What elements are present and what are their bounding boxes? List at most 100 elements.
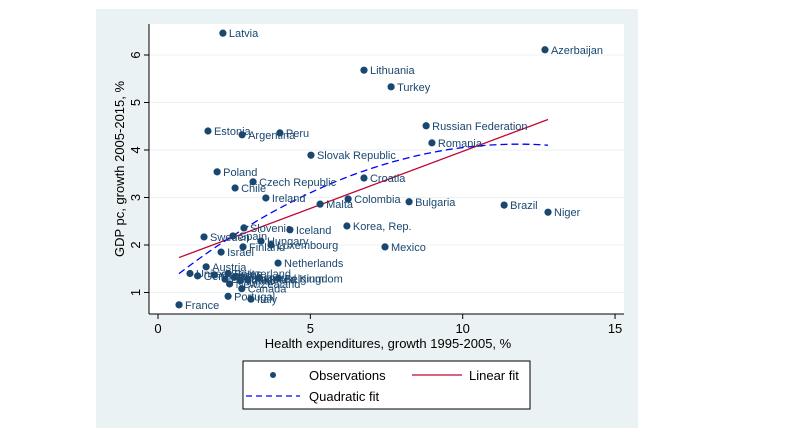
point-marker (257, 237, 265, 245)
point-label: Netherlands (284, 258, 344, 270)
point-label: United Kingdom (265, 273, 343, 285)
point-marker (236, 277, 244, 285)
point-label: Ireland (272, 193, 306, 205)
data-point: Finland (239, 242, 285, 254)
data-point: Russian Federation (422, 121, 528, 133)
data-point: Argentina (238, 130, 296, 142)
point-label: Iceland (296, 225, 331, 237)
point-label: Niger (554, 207, 581, 219)
point-label: Czech Republic (259, 177, 337, 189)
data-point: France (175, 300, 219, 312)
point-marker (500, 201, 508, 209)
point-marker (316, 200, 324, 208)
point-marker (307, 151, 315, 159)
y-tick-label: 6 (128, 51, 143, 58)
point-marker (428, 139, 436, 147)
data-point: Portugal (224, 291, 275, 303)
point-label: Lithuania (370, 65, 416, 77)
axes (148, 24, 624, 315)
point-label: Romania (438, 138, 483, 150)
point-marker (224, 269, 232, 278)
y-axis-title: GDP pc, growth 2005-2015, % (112, 81, 127, 258)
point-label: Italy (257, 294, 278, 306)
legend-label-linear: Linear fit (469, 368, 519, 383)
point-label: Finland (249, 242, 285, 254)
point-label: Bulgaria (415, 197, 456, 209)
point-marker (240, 224, 248, 232)
legend: Observations Linear fit Quadratic fit (242, 360, 531, 410)
point-marker (202, 263, 210, 271)
point-label: Luxembourg (277, 240, 338, 252)
y-tick-label: 2 (128, 241, 143, 248)
point-marker (286, 226, 294, 234)
data-point: Canada (238, 284, 287, 296)
data-point: United Kingdom (254, 273, 343, 285)
point-marker (224, 292, 232, 300)
point-marker (200, 233, 208, 241)
data-point: Iceland (286, 225, 331, 237)
point-label: Austria (212, 262, 247, 274)
point-marker (204, 127, 212, 135)
point-marker (262, 194, 270, 202)
x-tick-label: 5 (307, 321, 314, 336)
data-point: Croatia (360, 173, 406, 185)
point-label: Azerbaijan (551, 45, 603, 57)
point-marker (244, 276, 252, 284)
point-marker (217, 248, 225, 256)
point-label: Mexico (391, 242, 426, 254)
point-label: Colombia (354, 194, 401, 206)
data-point: Korea, Rep. (343, 221, 412, 233)
point-marker (230, 273, 238, 281)
ticks: 0 5 10 15 1 2 3 4 5 6 (128, 51, 622, 336)
point-label: Russian Federation (432, 121, 527, 133)
point-label: France (185, 300, 219, 312)
point-marker (194, 272, 202, 280)
point-marker (544, 208, 552, 216)
x-tick-label: 10 (455, 321, 469, 336)
legend-box (242, 360, 531, 410)
point-marker (238, 131, 246, 139)
data-point: Belgium (274, 273, 324, 285)
point-marker (541, 46, 549, 54)
point-label: Peru (286, 128, 309, 140)
data-point: Israel (217, 247, 254, 259)
data-points: Latvia Azerbaijan Lithuania Turkey EstoniaAr… (175, 28, 603, 312)
point-marker (381, 243, 389, 251)
data-point: Sweden (200, 232, 250, 244)
data-point: Azerbaijan (541, 45, 603, 57)
point-marker (186, 269, 194, 278)
point-marker (210, 271, 218, 279)
data-point: Luxembourg (267, 240, 338, 252)
data-point: Latvia (219, 28, 259, 40)
point-marker (213, 168, 221, 176)
y-tick-label: 3 (128, 194, 143, 201)
point-label: Croatia (370, 173, 406, 185)
data-point: Poland (213, 167, 257, 179)
point-marker (221, 275, 229, 283)
point-label: Chile (241, 183, 266, 195)
point-marker (249, 178, 257, 186)
data-point: Austria (202, 262, 247, 274)
point-marker (231, 184, 239, 192)
point-label: Slovenia (250, 223, 293, 235)
point-marker (344, 195, 352, 203)
point-marker (267, 241, 275, 249)
point-marker (229, 232, 237, 240)
data-point: Chile (231, 183, 266, 195)
point-marker (238, 285, 246, 293)
point-marker (247, 295, 255, 303)
data-point: Italy (247, 294, 278, 306)
point-marker (226, 280, 234, 288)
point-label: Korea, Rep. (353, 221, 412, 233)
data-point: New Zealand (226, 279, 300, 291)
y-tick-label: 4 (128, 146, 143, 153)
point-marker (360, 174, 368, 182)
data-point: Romania (428, 138, 483, 150)
x-axis-title: Health expenditures, growth 1995-2005, % (265, 336, 512, 351)
fit-lines (178, 118, 549, 275)
y-tick-label: 1 (128, 289, 143, 296)
data-point: Peru (276, 128, 309, 140)
point-label: Turkey (397, 82, 431, 94)
x-tick-label: 15 (608, 321, 622, 336)
legend-marker-observations (270, 372, 276, 378)
